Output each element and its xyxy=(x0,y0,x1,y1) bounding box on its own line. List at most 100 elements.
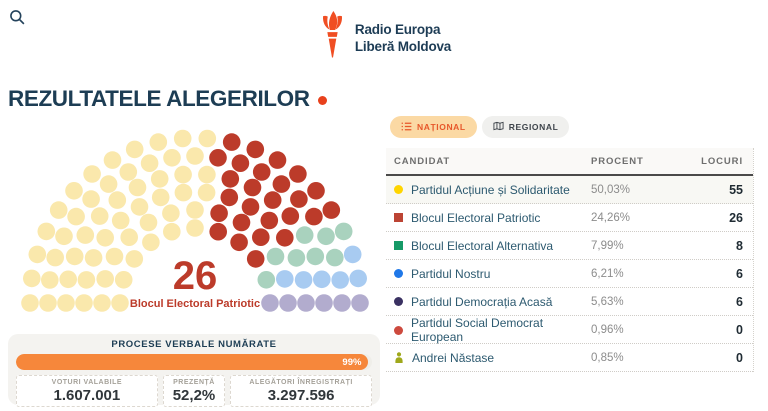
seat[interactable] xyxy=(173,129,192,148)
seat[interactable] xyxy=(317,227,335,246)
seat[interactable] xyxy=(77,271,96,289)
seat[interactable] xyxy=(150,170,169,188)
seat[interactable] xyxy=(28,245,47,264)
seat[interactable] xyxy=(241,198,260,216)
seat[interactable] xyxy=(174,165,192,184)
table-row[interactable]: Blocul Electoral Patriotic 24,26% 26 xyxy=(386,204,753,232)
seat[interactable] xyxy=(343,245,362,264)
seat[interactable] xyxy=(82,190,100,208)
seat[interactable] xyxy=(111,294,129,312)
seat[interactable] xyxy=(84,249,103,267)
seat[interactable] xyxy=(114,271,133,289)
seat[interactable] xyxy=(120,228,138,246)
seat[interactable] xyxy=(186,147,204,165)
seat[interactable] xyxy=(96,270,114,288)
seat[interactable] xyxy=(251,228,270,246)
seat[interactable] xyxy=(23,269,41,288)
seat[interactable] xyxy=(272,175,291,193)
seat[interactable] xyxy=(322,201,341,219)
seat[interactable] xyxy=(125,140,144,159)
seat[interactable] xyxy=(186,201,204,219)
seat[interactable] xyxy=(111,211,130,230)
seat[interactable] xyxy=(198,129,217,148)
seat[interactable] xyxy=(232,213,251,232)
seat[interactable] xyxy=(49,201,68,219)
table-row[interactable]: Partidul Nostru 6,21% 6 xyxy=(386,260,753,288)
seat[interactable] xyxy=(334,222,353,241)
seat[interactable] xyxy=(287,249,306,267)
seat[interactable] xyxy=(57,294,75,312)
seat[interactable] xyxy=(65,247,84,266)
seat[interactable] xyxy=(313,270,331,289)
seat[interactable] xyxy=(263,191,282,209)
seat[interactable] xyxy=(140,154,159,172)
seat[interactable] xyxy=(162,204,180,222)
seat[interactable] xyxy=(289,165,307,183)
seat[interactable] xyxy=(163,222,181,241)
seat[interactable] xyxy=(294,271,313,289)
seat[interactable] xyxy=(279,294,297,312)
seat[interactable] xyxy=(65,182,83,200)
seat[interactable] xyxy=(331,271,350,289)
seat[interactable] xyxy=(99,175,118,193)
seat[interactable] xyxy=(76,226,95,244)
seat[interactable] xyxy=(130,198,149,216)
seat[interactable] xyxy=(266,247,285,266)
table-row[interactable]: Andrei Năstase 0,85% 0 xyxy=(386,344,753,372)
seat[interactable] xyxy=(351,294,369,312)
seat[interactable] xyxy=(222,133,241,151)
seat[interactable] xyxy=(37,222,56,241)
seat[interactable] xyxy=(21,294,39,312)
seat[interactable] xyxy=(281,207,300,225)
seat[interactable] xyxy=(326,248,344,267)
seat[interactable] xyxy=(268,151,287,169)
seat[interactable] xyxy=(197,183,216,202)
seat[interactable] xyxy=(305,207,323,226)
seat[interactable] xyxy=(198,165,216,184)
seat[interactable] xyxy=(276,270,294,288)
seat[interactable] xyxy=(246,140,265,159)
seat[interactable] xyxy=(75,294,93,312)
seat[interactable] xyxy=(174,183,193,202)
seat[interactable] xyxy=(108,191,127,209)
seat[interactable] xyxy=(230,233,248,252)
seat[interactable] xyxy=(209,149,227,167)
seat[interactable] xyxy=(128,178,147,197)
seat[interactable] xyxy=(246,250,265,268)
seat[interactable] xyxy=(297,294,315,312)
table-row[interactable]: Partidul Acțiune și Solidaritate 50,03% 55 xyxy=(386,176,753,204)
seat[interactable] xyxy=(295,226,314,244)
seat[interactable] xyxy=(59,270,77,289)
seat[interactable] xyxy=(209,222,227,241)
tab-regional[interactable]: REGIONAL xyxy=(481,116,570,138)
site-logo[interactable]: Radio Europa Liberă Moldova xyxy=(0,8,768,69)
seat[interactable] xyxy=(290,190,308,208)
seat[interactable] xyxy=(142,233,160,252)
seat[interactable] xyxy=(105,247,124,266)
seat[interactable] xyxy=(139,213,158,232)
seat[interactable] xyxy=(260,211,279,230)
table-row[interactable]: Blocul Electoral Alternativa 7,99% 8 xyxy=(386,232,753,260)
seat[interactable] xyxy=(125,250,144,268)
seat[interactable] xyxy=(163,149,181,167)
seat[interactable] xyxy=(83,165,101,183)
seat[interactable] xyxy=(41,271,59,289)
seat[interactable] xyxy=(46,248,64,267)
seat[interactable] xyxy=(67,207,85,226)
seat[interactable] xyxy=(333,294,351,312)
search-icon[interactable] xyxy=(9,9,27,27)
tab-national[interactable]: NAȚIONAL xyxy=(390,116,477,138)
seat[interactable] xyxy=(243,178,262,197)
seat[interactable] xyxy=(55,227,73,246)
table-row[interactable]: Partidul Social Democrat European 0,96% 0 xyxy=(386,316,753,344)
seat[interactable] xyxy=(39,294,57,312)
seat[interactable] xyxy=(257,271,276,289)
seat[interactable] xyxy=(119,163,138,181)
seat[interactable] xyxy=(221,170,240,188)
seat[interactable] xyxy=(103,151,122,169)
seat[interactable] xyxy=(93,294,111,312)
seat[interactable] xyxy=(90,207,109,225)
seat[interactable] xyxy=(151,188,170,207)
table-row[interactable]: Partidul Democrația Acasă 5,63% 6 xyxy=(386,288,753,316)
seat[interactable] xyxy=(252,163,271,181)
